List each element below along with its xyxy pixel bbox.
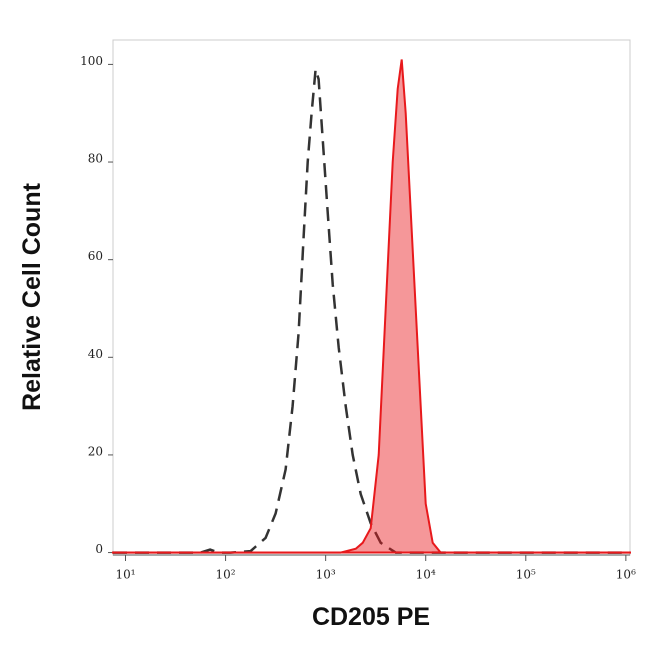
y-tick-label: 100 (80, 54, 103, 68)
y-tick-label: 60 (88, 249, 103, 263)
histogram-line (113, 68, 630, 554)
x-tick-label: 10⁴ (416, 568, 436, 582)
x-tick-label: 10³ (316, 568, 336, 582)
y-tick-label: 80 (88, 152, 103, 166)
y-tick-label: 20 (88, 444, 103, 458)
x-axis-label: CD205 PE (312, 603, 430, 631)
x-tick-label: 10⁵ (516, 568, 536, 582)
plot-frame (112, 39, 631, 556)
y-axis-label: Relative Cell Count (18, 182, 46, 410)
x-tick-label: 10⁶ (616, 568, 636, 582)
x-tick-label: 10¹ (115, 568, 135, 582)
x-tick-label: 10² (216, 568, 236, 582)
histogram-area (112, 59, 631, 554)
y-tick-label: 40 (88, 347, 103, 361)
y-tick-label: 0 (95, 542, 103, 556)
